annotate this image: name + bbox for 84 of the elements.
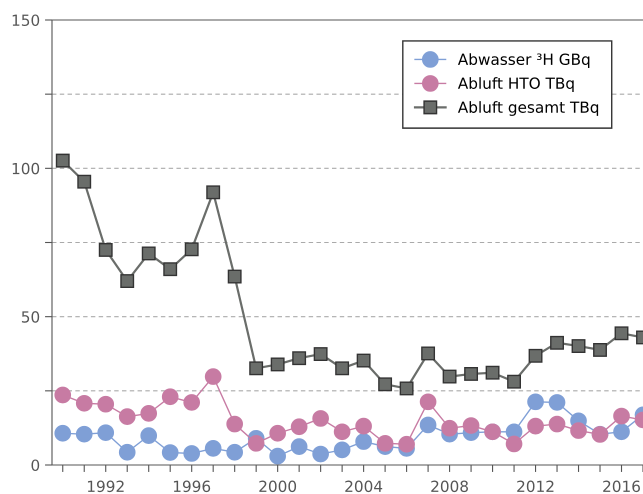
point <box>420 393 436 410</box>
legend-label: Abwasser ³H GBq <box>458 53 590 68</box>
point <box>163 262 178 276</box>
point <box>140 427 158 444</box>
point <box>56 154 70 168</box>
point <box>464 366 478 381</box>
point <box>140 405 158 422</box>
point <box>441 420 458 437</box>
point <box>613 423 630 440</box>
point <box>204 440 222 457</box>
x-tick-label: 2012 <box>517 480 554 492</box>
x-tick-label: 2008 <box>431 480 468 492</box>
point <box>527 393 544 410</box>
point <box>550 336 564 350</box>
point <box>486 366 500 380</box>
point <box>270 357 285 372</box>
point <box>614 326 628 340</box>
point <box>228 270 242 284</box>
point <box>204 368 222 385</box>
point <box>184 242 199 256</box>
point <box>507 374 521 389</box>
point <box>527 418 544 434</box>
point <box>249 361 264 376</box>
point <box>183 445 200 462</box>
y-tick-label: 0 <box>31 459 40 472</box>
point <box>183 394 200 411</box>
point <box>97 396 114 413</box>
point <box>378 377 392 392</box>
point <box>269 448 286 464</box>
point <box>548 416 566 432</box>
point <box>314 347 328 361</box>
point <box>400 382 414 396</box>
point <box>420 416 436 434</box>
x-tick-label: 2004 <box>345 480 382 492</box>
point <box>54 386 72 404</box>
point <box>142 246 156 260</box>
point <box>570 422 587 439</box>
x-tick-label: 2000 <box>259 480 296 492</box>
point <box>548 394 566 411</box>
point <box>593 342 607 357</box>
x-tick-label: 1992 <box>88 480 124 492</box>
point <box>312 410 329 427</box>
point <box>162 444 179 461</box>
point <box>162 388 179 406</box>
point <box>226 444 244 461</box>
point <box>398 436 415 453</box>
point <box>97 424 114 441</box>
point <box>355 433 372 450</box>
point <box>528 348 542 363</box>
point <box>334 423 350 440</box>
y-tick-label: 50 <box>22 311 40 323</box>
point <box>290 418 308 436</box>
point <box>356 354 371 368</box>
point <box>248 435 264 452</box>
point <box>312 446 329 462</box>
point <box>54 424 72 442</box>
point <box>77 174 92 189</box>
point <box>334 442 350 458</box>
point <box>572 339 586 353</box>
point <box>98 242 113 257</box>
point <box>269 424 286 442</box>
point <box>118 444 136 461</box>
point <box>206 185 220 200</box>
point <box>355 418 372 434</box>
point <box>76 426 93 442</box>
point <box>118 408 136 425</box>
point <box>442 370 457 384</box>
x-tick-label: 1996 <box>174 480 210 492</box>
point <box>462 417 480 434</box>
y-tick-label: 100 <box>12 162 40 174</box>
point <box>292 351 306 366</box>
point <box>226 416 244 432</box>
point <box>335 361 350 376</box>
point <box>376 435 394 452</box>
point <box>290 438 308 455</box>
point <box>76 394 93 412</box>
legend-label: Abluft gesamt TBq <box>458 101 598 116</box>
x-tick-label: 2016 <box>603 480 640 492</box>
point <box>613 408 630 424</box>
point <box>421 346 436 360</box>
point <box>120 274 134 288</box>
legend-label: Abluft HTO TBq <box>458 77 574 92</box>
y-tick-label: 150 <box>12 14 40 26</box>
point <box>506 436 522 452</box>
